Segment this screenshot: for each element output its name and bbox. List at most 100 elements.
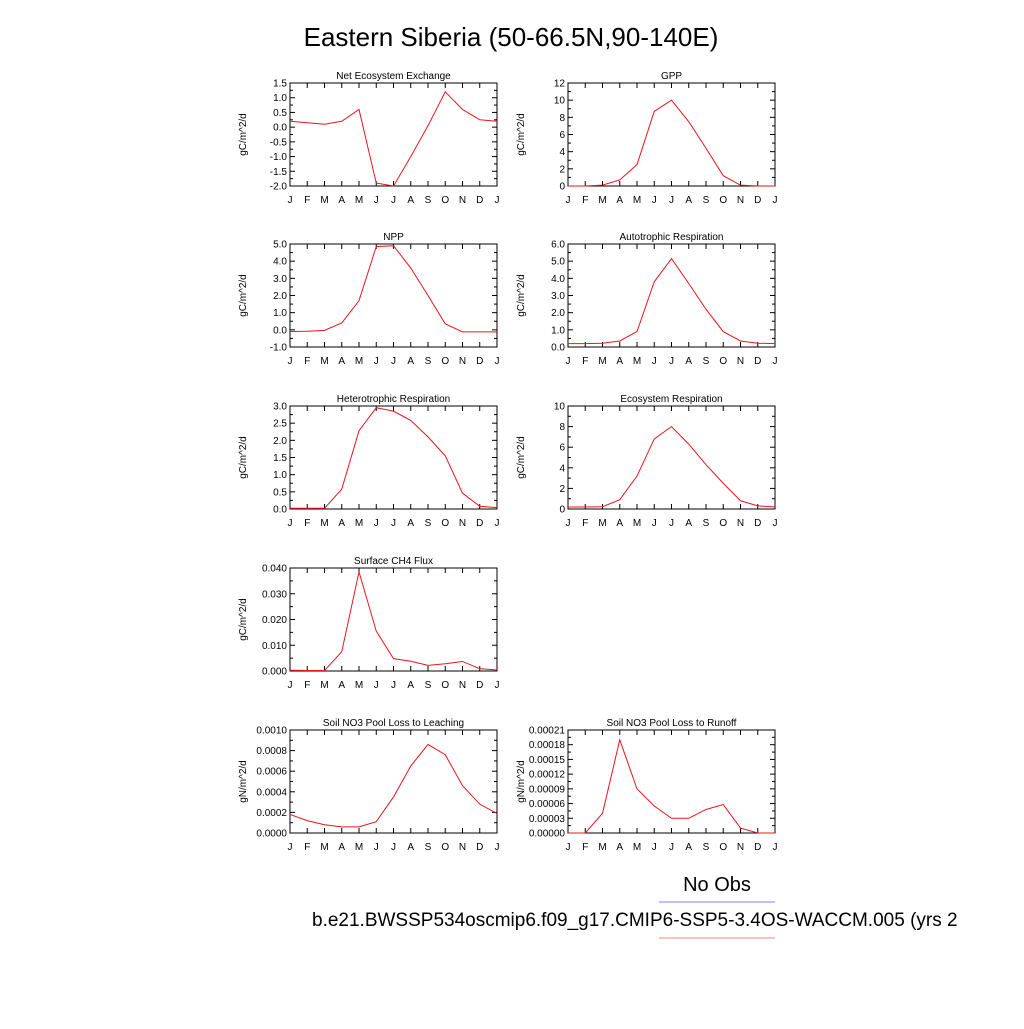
- plot-frame: [289, 729, 498, 834]
- x-tick-label: J: [495, 680, 500, 691]
- y-tick-label: 8: [559, 422, 565, 433]
- x-tick-label: J: [495, 195, 500, 206]
- x-tick-label: J: [374, 356, 379, 367]
- x-tick-label: S: [425, 356, 432, 367]
- x-tick-label: M: [598, 842, 606, 853]
- series-line: [568, 738, 775, 834]
- y-tick-label: 0.000: [262, 667, 287, 678]
- x-tick-label: N: [459, 518, 466, 529]
- x-tick-label: N: [459, 356, 466, 367]
- y-axis-label: gC/m^2/d: [238, 113, 249, 156]
- x-tick-label: D: [476, 518, 483, 529]
- x-tick-label: J: [391, 195, 396, 206]
- plot-frame: [289, 405, 498, 510]
- x-tick-label: A: [616, 195, 623, 206]
- y-tick-label: 0.5: [273, 108, 287, 119]
- panel-title: Autotrophic Respiration: [620, 232, 724, 243]
- series-line: [289, 245, 497, 333]
- y-tick-label: 0.020: [262, 615, 287, 626]
- y-tick-label: 3.0: [273, 274, 287, 285]
- series-line: [289, 743, 498, 828]
- x-tick-label: J: [288, 356, 293, 367]
- x-tick-label: S: [703, 842, 710, 853]
- y-tick-label: -1.0: [270, 343, 288, 354]
- x-tick-label: J: [652, 518, 657, 529]
- y-tick-label: 0.00012: [529, 770, 566, 781]
- x-tick-label: N: [737, 195, 744, 206]
- x-tick-label: N: [737, 356, 744, 367]
- y-tick-label: 0.00018: [529, 740, 566, 751]
- x-tick-label: J: [773, 842, 778, 853]
- series-line: [290, 407, 498, 509]
- x-tick-label: M: [355, 518, 363, 529]
- panel-soil-no3-pool-loss-to-leaching: Soil NO3 Pool Loss to Leaching gN/m^2/d 0.…: [238, 718, 500, 853]
- x-tick-label: S: [425, 842, 432, 853]
- x-tick-label: J: [288, 518, 293, 529]
- x-tick-label: J: [652, 195, 657, 206]
- y-tick-label: 5.0: [273, 240, 287, 251]
- y-tick-label: 3.0: [551, 291, 565, 302]
- x-tick-label: A: [616, 518, 623, 529]
- y-tick-label: 2.0: [273, 291, 287, 302]
- x-tick-label: D: [754, 518, 761, 529]
- y-tick-label: 2.0: [273, 436, 287, 447]
- y-tick-label: 0.0002: [256, 808, 287, 819]
- x-tick-label: A: [685, 842, 692, 853]
- panels: Net Ecosystem Exchange gC/m^2/d 1.5 1.0 0.5 0…: [238, 71, 778, 853]
- x-tick-label: M: [598, 518, 606, 529]
- x-tick-label: J: [288, 195, 293, 206]
- y-tick-label: 0.0010: [256, 726, 287, 737]
- legend-no-obs-label: No Obs: [683, 874, 751, 896]
- x-tick-label: F: [582, 842, 588, 853]
- x-tick-label: J: [288, 842, 293, 853]
- x-tick-label: D: [476, 195, 483, 206]
- panel-surface-ch4-flux: Surface CH4 Flux gC/m^2/d 0.040 0.030 0.020 0…: [238, 556, 500, 691]
- x-tick-label: J: [773, 356, 778, 367]
- x-tick-label: A: [407, 680, 414, 691]
- x-tick-label: S: [703, 518, 710, 529]
- x-tick-label: N: [459, 680, 466, 691]
- y-tick-label: 0.0: [551, 343, 565, 354]
- panel-title: Heterotrophic Respiration: [337, 394, 450, 405]
- y-tick-label: 0.5: [273, 487, 287, 498]
- x-tick-label: A: [407, 842, 414, 853]
- x-tick-label: J: [495, 356, 500, 367]
- y-tick-label: 0.030: [262, 589, 287, 600]
- y-tick-label: 2.5: [273, 419, 287, 430]
- x-tick-label: O: [441, 195, 449, 206]
- y-tick-label: 0.00009: [529, 784, 566, 795]
- panel-title: NPP: [383, 232, 404, 243]
- x-tick-label: A: [407, 518, 414, 529]
- panel-soil-no3-pool-loss-to-runoff: Soil NO3 Pool Loss to RunoffgN/m^2/d0.00…: [516, 718, 778, 853]
- x-tick-label: J: [566, 356, 571, 367]
- y-tick-label: 3.0: [273, 402, 287, 413]
- y-axis-label: gC/m^2/d: [238, 598, 249, 641]
- x-tick-label: M: [355, 356, 363, 367]
- x-tick-label: A: [685, 518, 692, 529]
- y-tick-label: 0.00006: [529, 799, 566, 810]
- x-tick-label: S: [703, 356, 710, 367]
- y-tick-label: 5.0: [551, 257, 565, 268]
- y-tick-label: 0.010: [262, 641, 287, 652]
- x-tick-label: A: [407, 195, 414, 206]
- y-tick-label: 6.0: [551, 240, 565, 251]
- y-tick-label: 0.0: [273, 325, 287, 336]
- y-axis-label: gC/m^2/d: [238, 274, 249, 317]
- y-tick-label: -1.0: [270, 152, 288, 163]
- panel-heterotrophic-respiration: Heterotrophic Respiration gC/m^2/d 3.0 2.5 2…: [238, 394, 500, 529]
- x-tick-label: J: [391, 842, 396, 853]
- y-tick-label: 0.00000: [529, 829, 566, 840]
- x-tick-label: J: [391, 518, 396, 529]
- x-tick-label: A: [338, 680, 345, 691]
- panel-title: Surface CH4 Flux: [354, 556, 433, 567]
- x-tick-label: J: [288, 680, 293, 691]
- x-tick-label: N: [459, 842, 466, 853]
- x-tick-label: O: [719, 518, 727, 529]
- legend: No Obs b.e21.BWSSP534oscmip6.f09_g17.CMI…: [312, 874, 958, 939]
- x-tick-label: J: [566, 518, 571, 529]
- y-tick-label: 0.0008: [256, 746, 287, 757]
- y-tick-label: 12: [554, 79, 566, 90]
